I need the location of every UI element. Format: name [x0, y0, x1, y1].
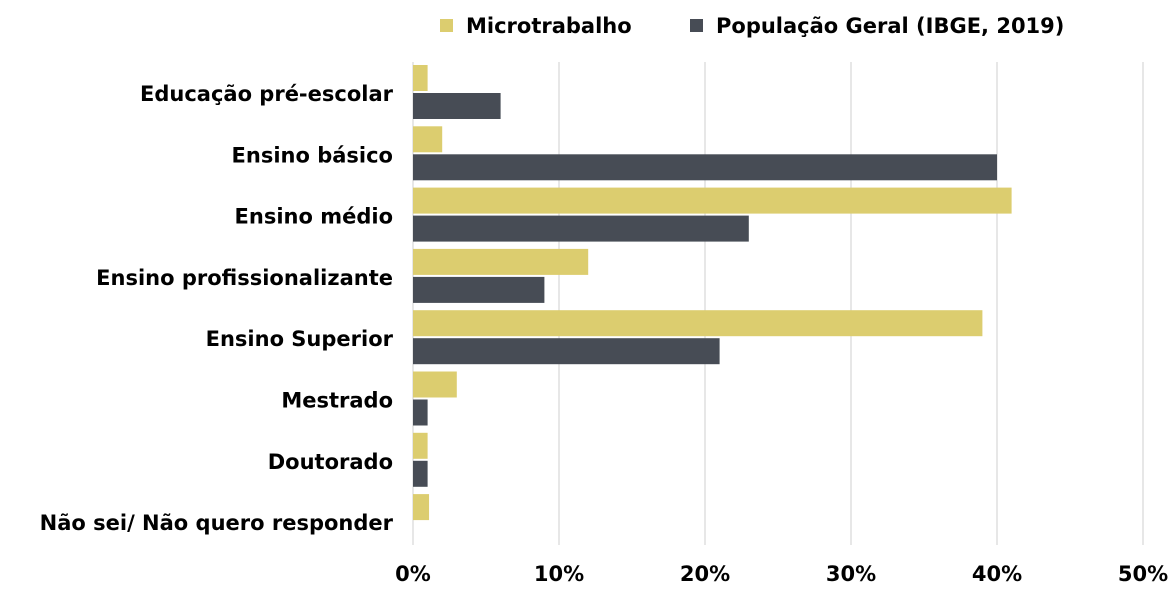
bar	[413, 371, 457, 398]
legend-label: População Geral (IBGE, 2019)	[716, 14, 1064, 38]
bar	[413, 65, 428, 91]
y-tick-label: Ensino profissionalizante	[96, 266, 393, 290]
y-tick-label: Ensino médio	[235, 205, 393, 229]
y-tick-label: Ensino básico	[232, 143, 393, 167]
y-tick-label: Não sei/ Não quero responder	[40, 511, 394, 535]
bar	[413, 399, 428, 426]
bar	[413, 154, 997, 181]
bar	[413, 126, 443, 153]
legend-swatch	[440, 19, 453, 32]
bar	[413, 276, 545, 303]
x-tick-label: 50%	[1118, 562, 1168, 585]
x-tick-label: 30%	[826, 562, 876, 585]
x-tick-label: 40%	[972, 562, 1022, 585]
legend-swatch	[690, 19, 703, 32]
bar	[413, 460, 428, 487]
y-tick-label: Doutorado	[268, 450, 393, 474]
x-tick-label: 0%	[395, 562, 431, 585]
y-tick-label: Educação pré-escolar	[140, 82, 394, 106]
bar	[413, 310, 983, 337]
bar	[413, 215, 749, 242]
legend-label: Microtrabalho	[466, 14, 632, 38]
x-tick-label: 10%	[534, 562, 584, 585]
bar	[413, 187, 1012, 214]
bar	[413, 248, 589, 275]
bar	[413, 432, 428, 459]
x-tick-label: 20%	[680, 562, 730, 585]
y-tick-label: Ensino Superior	[206, 327, 394, 351]
bar	[413, 338, 720, 365]
y-tick-label: Mestrado	[281, 389, 393, 413]
bar	[413, 93, 501, 119]
bar	[413, 494, 430, 521]
